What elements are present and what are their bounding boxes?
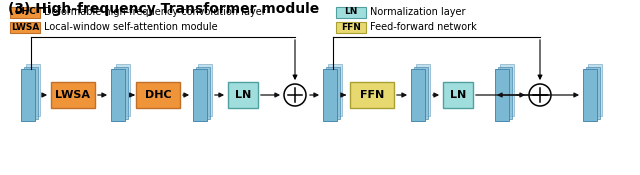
Bar [336, 22, 366, 33]
Text: LWSA: LWSA [56, 90, 90, 100]
Bar [350, 82, 394, 108]
Bar [443, 82, 473, 108]
Text: FFN: FFN [360, 90, 384, 100]
Bar [24, 66, 38, 118]
Text: (3) High-frequency Transformer module: (3) High-frequency Transformer module [8, 2, 319, 16]
Bar [51, 82, 95, 108]
Text: LN: LN [344, 8, 358, 16]
Bar [495, 69, 509, 121]
Circle shape [529, 84, 551, 106]
Text: LN: LN [450, 90, 466, 100]
Bar [21, 69, 35, 121]
Bar [10, 6, 40, 18]
Bar [228, 82, 258, 108]
Bar [198, 64, 212, 116]
Text: Deformable high-frequency convolution layer: Deformable high-frequency convolution la… [44, 7, 266, 17]
Bar [416, 64, 430, 116]
Text: Local-window self-attention module: Local-window self-attention module [44, 22, 218, 32]
Circle shape [284, 84, 306, 106]
Text: DHC: DHC [14, 8, 36, 16]
Bar [336, 6, 366, 18]
Text: LWSA: LWSA [11, 23, 39, 32]
Text: Normalization layer: Normalization layer [370, 7, 465, 17]
Bar [326, 66, 339, 118]
Text: Feed-forward network: Feed-forward network [370, 22, 477, 32]
Bar [111, 69, 125, 121]
Bar [26, 64, 40, 116]
Bar [136, 82, 180, 108]
Bar [323, 69, 337, 121]
Bar [113, 66, 127, 118]
Bar [588, 64, 602, 116]
Bar [586, 66, 600, 118]
Bar [328, 64, 342, 116]
Bar [411, 69, 425, 121]
Bar [413, 66, 428, 118]
Bar [195, 66, 209, 118]
Text: FFN: FFN [341, 23, 361, 32]
Bar [116, 64, 130, 116]
Text: LN: LN [235, 90, 251, 100]
Bar [500, 64, 514, 116]
Bar [193, 69, 207, 121]
Text: DHC: DHC [145, 90, 172, 100]
Bar [583, 69, 597, 121]
Bar [10, 22, 40, 33]
Bar [497, 66, 511, 118]
